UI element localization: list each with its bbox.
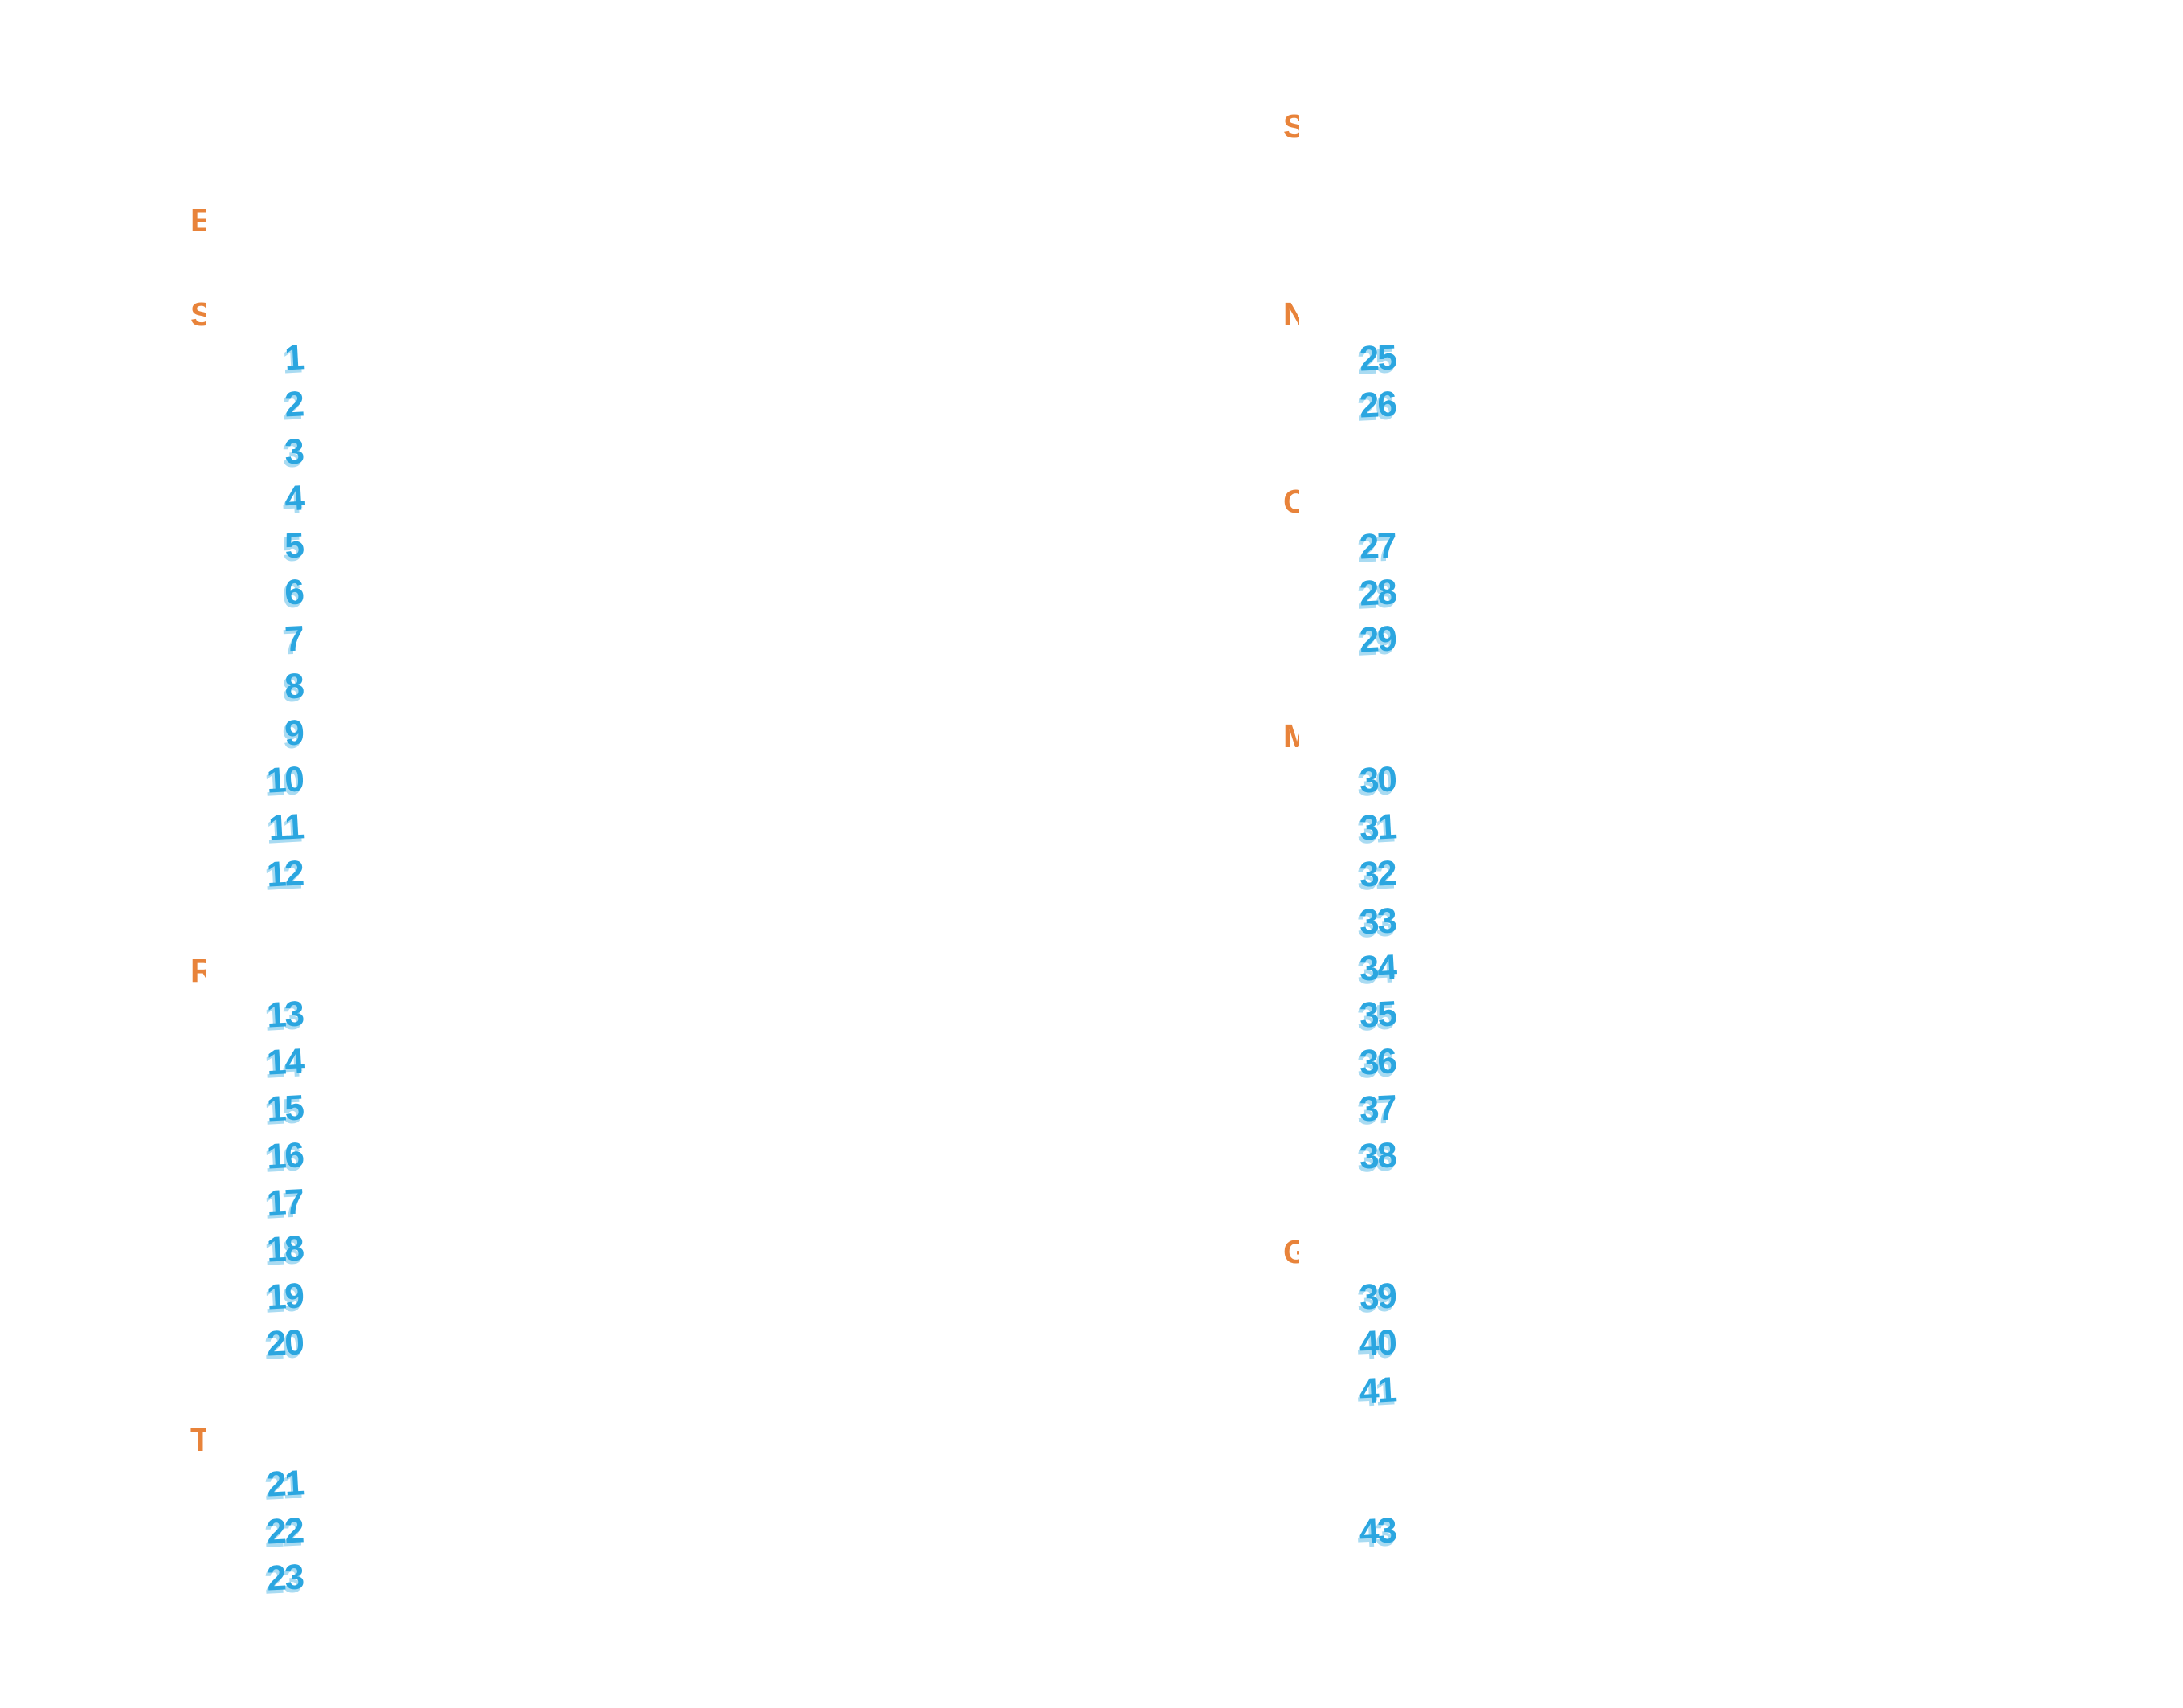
toc-item-row: 28Am Maltaberg in der Faschaun67 [1283, 572, 2183, 1708]
toc-item-row: 29Bei der Kölnbreinsperre70 [1283, 619, 2183, 1708]
tour-number-badge: 29 [1358, 619, 1397, 660]
toc-item-row: 33Heidentempel78 [1283, 901, 2183, 1708]
tour-number-badge: 21 [265, 1463, 305, 1505]
toc-item-row: 10Karthäusental – Brettereck30 [190, 759, 2183, 1708]
toc-item-row: 3Großes Mosermandl23 [190, 431, 2183, 1708]
toc-item-row: 14Glöcknerin36 [190, 1041, 2183, 1708]
tour-number-badge: 7 [284, 619, 305, 660]
section-heading-row: NOCKBERGE58 [1283, 291, 2183, 1708]
tour-number-badge: 37 [1358, 1088, 1397, 1130]
tour-number-badge: 22 [265, 1510, 305, 1552]
section-heading-row: SCHLADMINGER TAUERN/SÜD54 [1283, 103, 2183, 1708]
tour-number-badge: 43 [1358, 1510, 1397, 1552]
toc-item-row: 17Spirzinger / Nord41 [190, 1182, 2183, 1708]
toc-item-row: 38Gründegg / Nordseite84 [1283, 1134, 2183, 1708]
tour-number-badge: 35 [1358, 994, 1397, 1036]
toc-item-row: 25Schwarzwandrunde59 [1283, 337, 2183, 1708]
section-heading-row: INHALT [190, 103, 2183, 1708]
toc-item-row: 32Toferntal – Kreuzkogel / Döferl76 [1283, 853, 2183, 1708]
section-heading-row: TWENG – TAURACHTAL48 [190, 1416, 2183, 1708]
toc-item-row: 31Frauenkogel / Nordanstieg75 [1283, 807, 2183, 1708]
tour-number-badge: 27 [1358, 525, 1397, 567]
toc-item-row: 40Graukogelpisten – Hüttenkogel88 [1283, 1322, 2183, 1708]
tour-number-badge: 12 [265, 853, 305, 895]
toc-item-row: 35Schöderhorn80 [1283, 994, 2183, 1708]
tour-number-badge: 3 [284, 431, 305, 472]
toc-item-row: 20Roßfeldegg46 [190, 1322, 2183, 1708]
toc-item-row: 30Höllwand aus dem Niggltal73 [1283, 759, 2183, 1708]
section-heading-row: SKITOUREN-DORADO ZEDERHAUS18 [190, 291, 2183, 1708]
toc-item-row: 9Barleitenkopf29 [190, 713, 2183, 1708]
tour-number-badge: 36 [1358, 1041, 1397, 1083]
toc-item-row: 11Gödernierkar32 [190, 807, 2183, 1708]
tour-number-badge: 32 [1358, 853, 1397, 895]
toc-item-row: 41Böckstein – Keuchenkogel90 [1283, 1370, 2183, 1708]
toc-item-row: 1Kleines Mosermandl20 [190, 337, 2183, 1708]
tour-number-badge: 9 [284, 713, 305, 754]
toc-item-row: 16Kleiner Pleißlingkeil40 [190, 1134, 2183, 1708]
toc-item-row: 18Taferlnock42 [190, 1228, 2183, 1708]
toc-item-row: 21Große Kesselspitze49 [190, 1463, 2183, 1708]
toc-left-column: INHALTEine sehr persönliche Tourensammlu… [190, 103, 2183, 1708]
tour-number-badge: 14 [265, 1041, 305, 1083]
tour-number-badge: 40 [1358, 1322, 1397, 1364]
section-heading-row: Eine sehr persönliche Tourensammlung10 [190, 197, 2183, 1708]
tour-number-badge: 11 [268, 807, 305, 848]
toc-item-row: 4Weißeck23 [190, 478, 2183, 1708]
tour-number-badge: 34 [1358, 947, 1397, 989]
toc-item-row: 2Rettenwand21 [190, 384, 2183, 1708]
tour-number-badge: 19 [265, 1276, 305, 1318]
toc-item-row: 12Zeppspitze und Malutzspitze33 [190, 853, 2183, 1708]
tour-number-badge: 18 [265, 1228, 305, 1271]
tour-number-badge: 31 [1358, 807, 1397, 848]
page-number: 94 [1444, 1510, 2183, 1708]
toc-item-row: 13Hundskogel und Rosskogel35 [190, 994, 2183, 1708]
tour-number-badge: 23 [265, 1557, 305, 1599]
section-heading-row: GASTEINERTAL86 [1283, 1228, 2183, 1708]
tour-number-badge: 38 [1358, 1134, 1397, 1177]
toc-item-row: 34Karlhöhe / Punkt 2 09279 [1283, 947, 2183, 1708]
toc-item-row: 22Schwarzeck51 [190, 1510, 2183, 1708]
toc-item-row: 37Ellmautal – Gründegg / Südseite82 [1283, 1088, 2183, 1708]
toc-item-row: 5Jägerspitze25 [190, 525, 2183, 1708]
tour-number-badge: 30 [1358, 759, 1397, 802]
toc-item-row: 39Angertal – Kalkbretterkopf87 [1283, 1276, 2183, 1708]
toc-item-row: 19Kraxenkogel44 [190, 1276, 2183, 1708]
tour-number-badge: 33 [1358, 901, 1397, 942]
tour-number-badge: 20 [265, 1322, 305, 1364]
toc-item-row: 43Vorderer Geißlkopf94 [1283, 1510, 2183, 1708]
tour-number-badge: 16 [265, 1134, 305, 1177]
toc-item-row: 6Großer Reicheschkogel26 [190, 572, 2183, 1708]
tour-number-badge: 6 [284, 572, 305, 613]
tour-number-badge: 5 [284, 525, 305, 566]
toc-item-row: 26Großer Königstuhl61 [1283, 384, 2183, 1708]
toc-item-row: 15Großwandspitze38 [190, 1088, 2183, 1708]
tour-number-badge: 25 [1358, 337, 1397, 379]
tour-number-badge: 39 [1358, 1276, 1397, 1318]
tour-number-badge: 28 [1358, 572, 1397, 614]
tour-number-badge: 1 [284, 337, 305, 378]
toc-item-row: 36Kreuzeck – Tappenkar81 [1283, 1041, 2183, 1708]
toc-item-row: 23Grubachscharte52 [190, 1557, 2183, 1708]
tour-number-badge: 26 [1358, 384, 1397, 427]
toc-right-column: SCHLADMINGER TAUERN/SÜD5424„Sudschinden“… [1283, 103, 2183, 1708]
tour-number-badge: 2 [284, 384, 305, 425]
tour-number-badge: 17 [265, 1182, 305, 1224]
toc-item-row: 7Gröbnitzen27 [190, 619, 2183, 1708]
tour-number-badge: 8 [284, 666, 305, 707]
section-heading-row: MIT SKIERN IM GROSSARLTAL72 [1283, 713, 2183, 1708]
tour-number-badge: 13 [265, 994, 305, 1036]
section-heading-row: OBERKÄRNTEN – HAFNERGRUPPE64 [1283, 478, 2183, 1708]
tour-number-badge: 4 [284, 478, 305, 519]
tour-number-badge: 41 [1358, 1369, 1397, 1412]
tour-number-badge: 10 [265, 759, 305, 802]
tour-number-badge: 15 [265, 1088, 305, 1130]
toc-item-row: 8Seeköpfl28 [190, 666, 2183, 1708]
section-heading-row: RADSTÄDTER TAUERN / NORDSEITE34 [190, 947, 2183, 1708]
toc-item-row: 27Wolfsbachtal – Sternspitze65 [1283, 525, 2183, 1708]
